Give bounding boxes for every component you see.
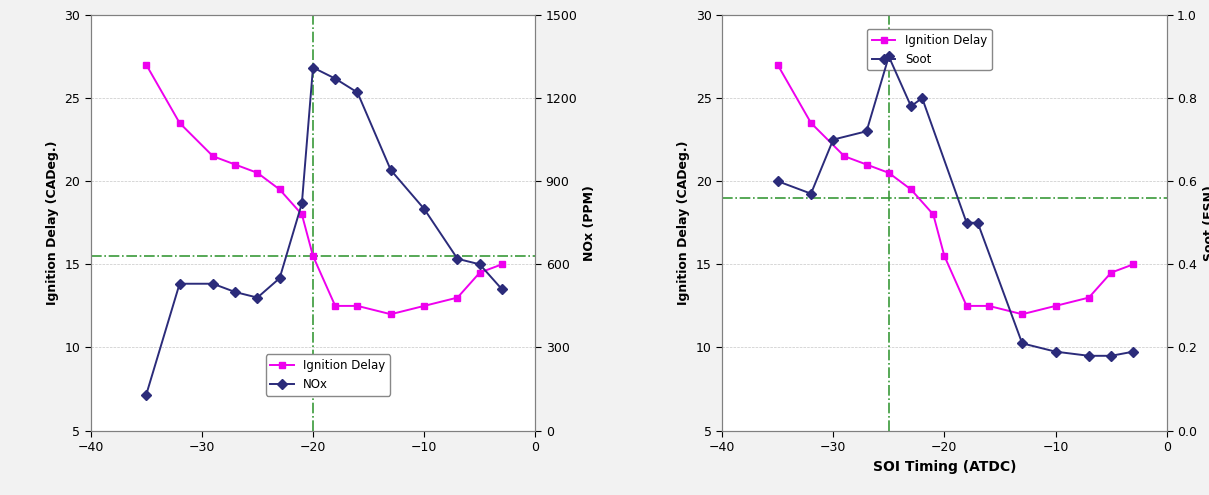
NOx [306,64,320,70]
Soot [804,191,818,197]
Soot [860,128,874,134]
Ignition Delay [250,170,265,176]
Ignition Delay [982,303,996,309]
NOx [272,275,287,281]
Y-axis label: Ignition Delay (CADeg.): Ignition Delay (CADeg.) [46,141,59,305]
Ignition Delay [206,153,220,159]
Soot [960,220,974,226]
Ignition Delay [173,120,187,126]
Ignition Delay [272,187,287,193]
Ignition Delay [473,270,487,276]
NOx [473,261,487,267]
Ignition Delay [1048,303,1063,309]
Ignition Delay [417,303,432,309]
Soot [1082,353,1097,359]
Line: NOx: NOx [143,64,505,398]
Ignition Delay [306,253,320,259]
Legend: Ignition Delay, NOx: Ignition Delay, NOx [266,354,391,396]
Soot [770,178,785,184]
Ignition Delay [937,253,951,259]
Line: Soot: Soot [774,53,1136,359]
Ignition Delay [770,62,785,68]
Soot [915,95,930,101]
NOx [250,295,265,300]
Ignition Delay [904,187,919,193]
X-axis label: SOI Timing (ATDC): SOI Timing (ATDC) [873,460,1016,474]
NOx [351,90,365,96]
Ignition Delay [1104,270,1118,276]
Soot [826,137,840,143]
Y-axis label: Ignition Delay (CADeg.): Ignition Delay (CADeg.) [677,141,690,305]
Soot [881,53,896,59]
Soot [1014,341,1029,346]
NOx [450,256,464,262]
Soot [1104,353,1118,359]
Line: Ignition Delay: Ignition Delay [774,61,1136,318]
Legend: Ignition Delay, Soot: Ignition Delay, Soot [867,29,991,70]
Ignition Delay [229,161,243,167]
NOx [328,76,342,82]
Ignition Delay [450,295,464,300]
NOx [295,200,310,206]
NOx [173,281,187,287]
Line: Ignition Delay: Ignition Delay [143,61,505,318]
Ignition Delay [351,303,365,309]
Ignition Delay [881,170,896,176]
NOx [383,167,398,173]
Ignition Delay [1014,311,1029,317]
NOx [206,281,220,287]
NOx [417,206,432,212]
Ignition Delay [494,261,509,267]
Ignition Delay [860,161,874,167]
Ignition Delay [383,311,398,317]
Y-axis label: Soot (FSN): Soot (FSN) [1203,185,1209,261]
Ignition Delay [295,211,310,217]
NOx [139,392,154,397]
Soot [971,220,985,226]
Ignition Delay [837,153,851,159]
NOx [229,289,243,295]
Ignition Delay [960,303,974,309]
Y-axis label: NOx (PPM): NOx (PPM) [583,185,596,261]
Soot [1126,348,1140,354]
Ignition Delay [328,303,342,309]
Ignition Delay [1126,261,1140,267]
Ignition Delay [804,120,818,126]
Ignition Delay [926,211,941,217]
Soot [904,103,919,109]
NOx [494,286,509,292]
Ignition Delay [1082,295,1097,300]
Soot [1048,348,1063,354]
Ignition Delay [139,62,154,68]
